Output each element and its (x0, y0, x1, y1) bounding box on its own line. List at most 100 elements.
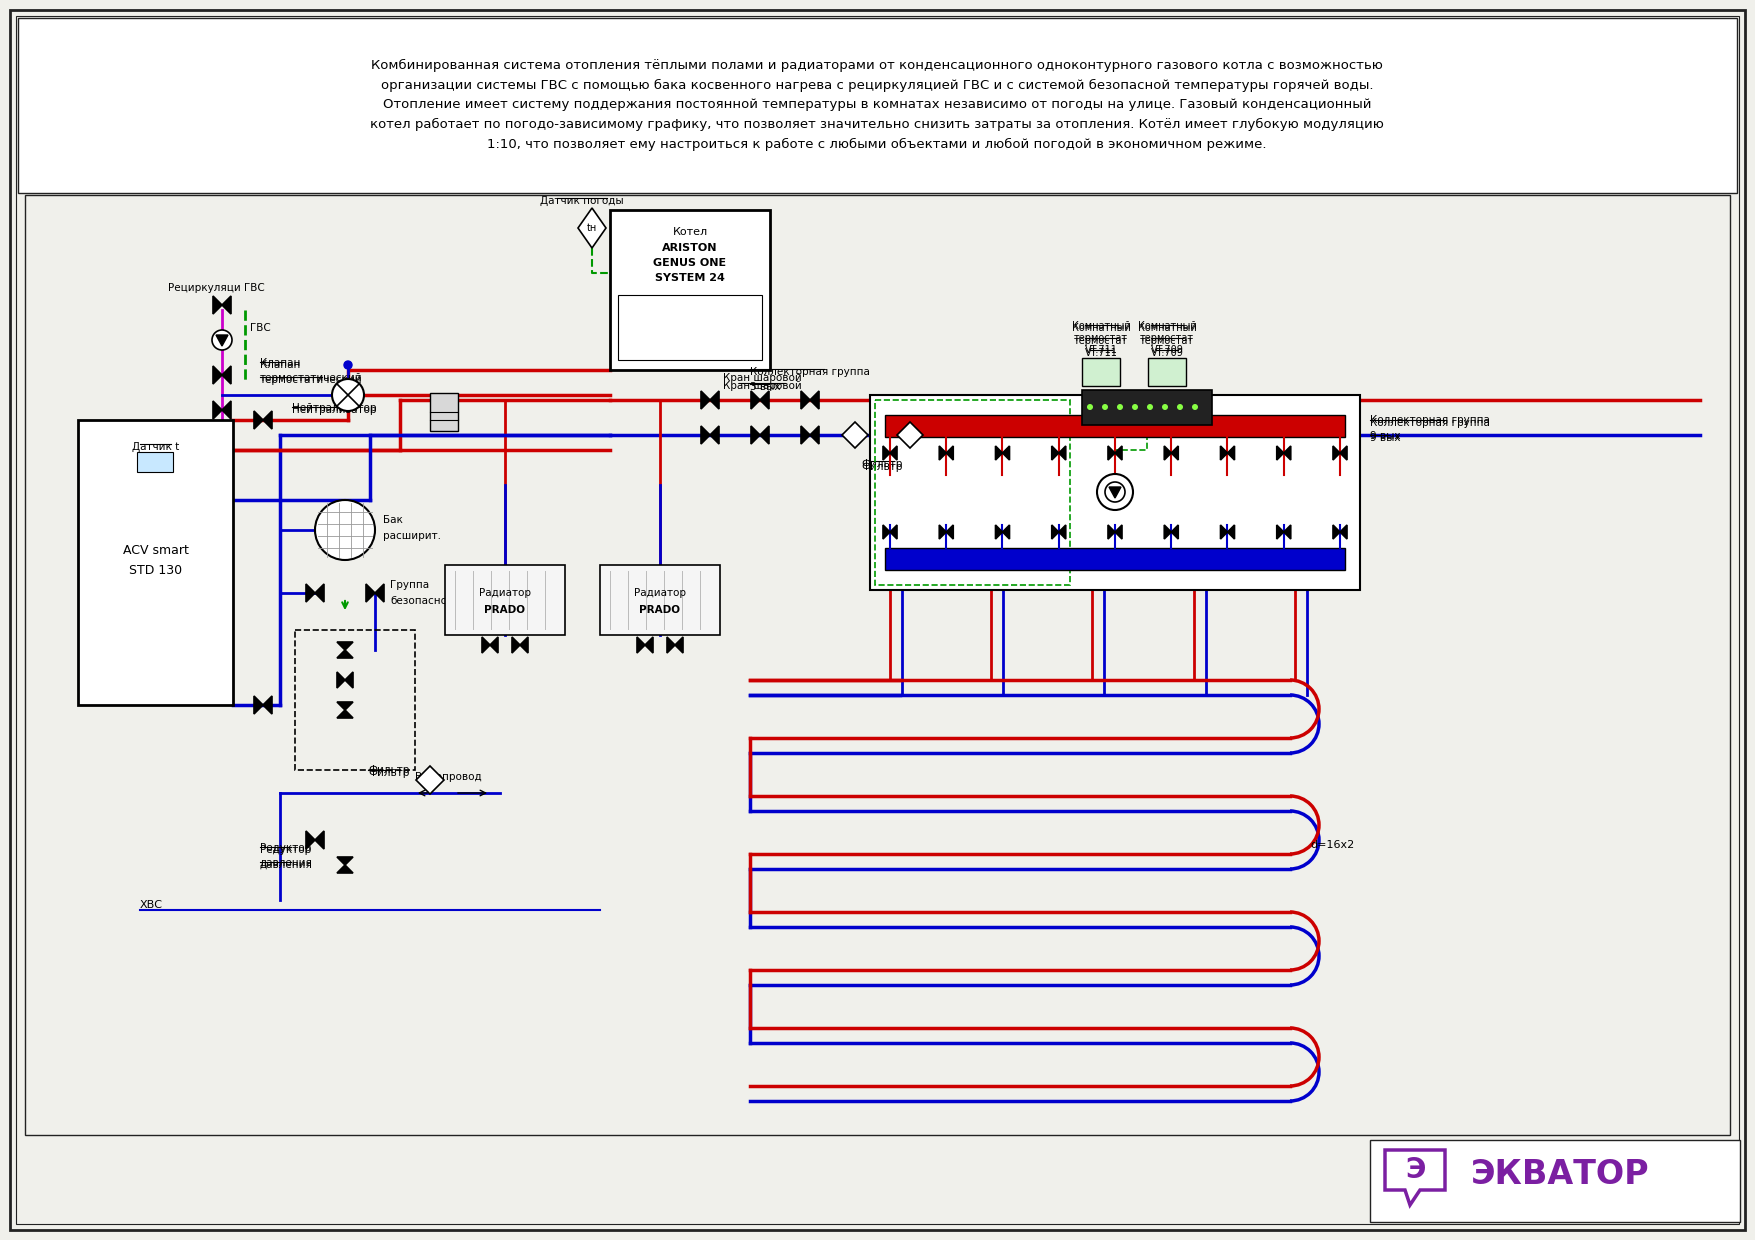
Polygon shape (637, 637, 646, 653)
Text: 9 вых: 9 вых (1371, 433, 1400, 443)
Polygon shape (1227, 446, 1234, 460)
Polygon shape (1109, 487, 1121, 498)
Polygon shape (811, 427, 820, 444)
Polygon shape (939, 446, 946, 460)
Text: ARISTON: ARISTON (662, 243, 718, 253)
Text: Радиатор: Радиатор (634, 588, 686, 598)
Polygon shape (751, 427, 760, 444)
Polygon shape (1114, 525, 1121, 539)
Polygon shape (676, 637, 683, 653)
Polygon shape (1002, 525, 1009, 539)
Text: Радиатор: Радиатор (479, 588, 532, 598)
Polygon shape (667, 637, 676, 653)
Text: Бак: Бак (383, 515, 404, 525)
Text: Датчик погоды: Датчик погоды (541, 196, 623, 206)
Polygon shape (221, 401, 232, 419)
Polygon shape (1334, 446, 1341, 460)
Polygon shape (646, 637, 653, 653)
Polygon shape (1341, 446, 1348, 460)
Text: Рециркуляци ГВС: Рециркуляци ГВС (168, 283, 265, 293)
Bar (870, 396, 1360, 590)
Polygon shape (490, 637, 498, 653)
Polygon shape (314, 831, 325, 849)
Polygon shape (346, 672, 353, 688)
Polygon shape (946, 525, 953, 539)
Text: термостат: термостат (1141, 336, 1193, 346)
Text: ГВС: ГВС (249, 322, 270, 334)
Polygon shape (216, 335, 228, 346)
Polygon shape (512, 637, 519, 653)
Polygon shape (1220, 525, 1227, 539)
Polygon shape (1114, 446, 1121, 460)
Polygon shape (946, 446, 953, 460)
Bar (137, 453, 174, 472)
Polygon shape (263, 410, 272, 429)
Text: 9 вых: 9 вых (1371, 432, 1400, 441)
Polygon shape (760, 427, 769, 444)
Text: Нейтрализатор: Нейтрализатор (291, 405, 377, 415)
Polygon shape (337, 711, 353, 718)
Text: Комнатный: Комнатный (1137, 322, 1197, 334)
Polygon shape (1164, 446, 1171, 460)
Polygon shape (263, 696, 272, 714)
Polygon shape (890, 446, 897, 460)
Polygon shape (221, 296, 232, 314)
Polygon shape (1051, 446, 1058, 460)
Polygon shape (367, 584, 376, 601)
Bar (430, 393, 458, 432)
Polygon shape (212, 401, 221, 419)
Polygon shape (811, 391, 820, 409)
Bar (876, 401, 1071, 585)
Text: Э: Э (1404, 1156, 1425, 1184)
Polygon shape (1107, 446, 1114, 460)
Polygon shape (519, 637, 528, 653)
Bar (1083, 358, 1120, 386)
Polygon shape (1276, 525, 1283, 539)
Polygon shape (890, 525, 897, 539)
Circle shape (1097, 474, 1134, 510)
Text: VT.711: VT.711 (1085, 345, 1118, 355)
Polygon shape (700, 391, 711, 409)
Polygon shape (711, 391, 720, 409)
Polygon shape (1283, 525, 1290, 539)
Text: Клапан: Клапан (260, 360, 300, 370)
Polygon shape (760, 391, 769, 409)
Text: 3 вых: 3 вых (749, 382, 781, 392)
Circle shape (1102, 404, 1107, 410)
Text: Фильтр: Фильтр (369, 768, 409, 777)
Polygon shape (212, 296, 221, 314)
Polygon shape (305, 584, 314, 601)
Text: Котел: Котел (672, 227, 707, 237)
Polygon shape (337, 672, 346, 688)
Polygon shape (416, 766, 444, 794)
Polygon shape (337, 866, 353, 873)
Text: Комнатный: Комнатный (1072, 322, 1130, 334)
Text: термостат: термостат (1074, 336, 1128, 346)
Circle shape (1106, 482, 1125, 502)
Circle shape (212, 330, 232, 350)
Text: Комнатный: Комнатный (1072, 321, 1130, 331)
Text: термостат: термостат (1074, 334, 1128, 343)
Circle shape (1178, 404, 1183, 410)
Polygon shape (337, 702, 353, 711)
Bar (618, 295, 762, 360)
Polygon shape (212, 366, 221, 384)
Text: VT.709: VT.709 (1151, 348, 1183, 358)
Polygon shape (1171, 446, 1178, 460)
Text: Коллекторная группа: Коллекторная группа (1371, 415, 1490, 425)
Bar (1083, 391, 1213, 425)
Text: термостатический: термостатический (260, 373, 363, 383)
Polygon shape (577, 208, 605, 248)
Text: Водопровод: Водопровод (414, 773, 481, 782)
Polygon shape (700, 427, 711, 444)
Text: ACV smart: ACV smart (123, 543, 188, 557)
Polygon shape (711, 427, 720, 444)
Text: Комнатный: Комнатный (1137, 321, 1197, 331)
Polygon shape (1058, 446, 1065, 460)
Text: tн: tн (586, 223, 597, 233)
Polygon shape (483, 637, 490, 653)
Polygon shape (751, 391, 760, 409)
Circle shape (1162, 404, 1169, 410)
Polygon shape (1002, 446, 1009, 460)
Circle shape (314, 500, 376, 560)
